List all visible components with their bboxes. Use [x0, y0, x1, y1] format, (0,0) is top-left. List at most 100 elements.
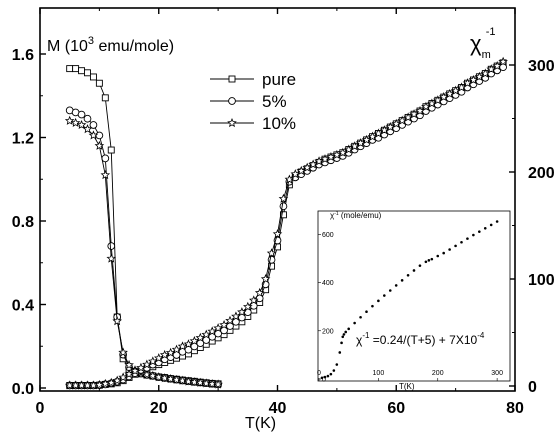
- data-point: [94, 140, 105, 150]
- legend-marker: [228, 75, 236, 83]
- data-point: [308, 159, 318, 169]
- data-point: [314, 156, 324, 166]
- data-point: [367, 131, 378, 141]
- data-point: [284, 174, 295, 184]
- data-point: [165, 373, 176, 384]
- data-point: [296, 165, 307, 176]
- data-point: [492, 61, 502, 71]
- inset-y-tick-label: 0: [322, 377, 326, 384]
- data-point: [83, 114, 92, 123]
- data-point: [385, 122, 396, 132]
- inset-data-point: [365, 310, 368, 314]
- data-point: [207, 378, 217, 389]
- inset-data-point: [424, 260, 428, 264]
- inset-x-title: T(K): [399, 382, 415, 391]
- data-point: [474, 71, 485, 81]
- data-point: [177, 341, 188, 351]
- inset-data-point: [478, 230, 481, 233]
- inset-data-point: [412, 269, 416, 272]
- y-left-tick-label: 0.8: [12, 214, 34, 231]
- x-axis-title: T(K): [245, 415, 276, 432]
- data-point: [106, 253, 117, 263]
- inset-data-point: [335, 363, 339, 366]
- inset-data-point: [427, 259, 431, 262]
- y-left-tick-label: 0.4: [12, 298, 34, 315]
- legend-marker: [228, 97, 236, 105]
- x-tick-label: 60: [387, 400, 405, 417]
- data-point: [343, 144, 354, 154]
- x-tick-label: 40: [269, 400, 287, 417]
- inset-data-point: [377, 299, 380, 303]
- data-point: [290, 169, 301, 179]
- legend-label-10pct: 10%: [262, 114, 296, 133]
- data-point: [195, 377, 206, 387]
- right-axis-title: χm-1: [470, 26, 496, 61]
- data-point: [153, 372, 164, 382]
- data-point: [498, 56, 508, 66]
- data-point: [231, 311, 241, 321]
- data-point: [486, 64, 497, 74]
- inset-data-point: [394, 284, 398, 287]
- data-point: [100, 170, 111, 180]
- inset-data-point: [326, 374, 330, 378]
- data-point: [213, 323, 223, 333]
- inset-points: [320, 220, 499, 380]
- legend-marker-circle: [228, 97, 236, 105]
- inset-data-point: [489, 223, 493, 227]
- data-point: [189, 377, 200, 387]
- inset-data-point: [347, 327, 350, 331]
- inset-data-point: [323, 375, 327, 379]
- data-point: [338, 147, 348, 157]
- inset-data-point: [320, 376, 324, 380]
- x-tick-label: 0: [36, 400, 45, 417]
- data-point: [89, 73, 97, 81]
- inset-chart: 0 100 200 300 0 200 400 600 χ-1 (mole/emu) T(K)…: [317, 210, 511, 391]
- inset-data-point: [436, 254, 440, 258]
- data-point: [373, 128, 384, 138]
- inset-data-point: [406, 273, 410, 277]
- data-point: [165, 347, 176, 357]
- data-point: [391, 118, 402, 128]
- data-point: [409, 109, 419, 119]
- inset-data-point: [371, 304, 374, 308]
- inset-data-point: [332, 369, 336, 372]
- data-point: [77, 110, 86, 119]
- data-point: [421, 101, 431, 111]
- inset-data-point: [341, 335, 345, 339]
- data-point: [207, 326, 217, 336]
- inset-data-point: [495, 220, 499, 223]
- data-point: [112, 375, 122, 385]
- inset-data-point: [388, 289, 392, 292]
- data-point: [480, 68, 491, 78]
- inset-data-point: [430, 257, 434, 261]
- data-point: [118, 372, 128, 382]
- data-point: [183, 339, 194, 349]
- data-point: [201, 329, 212, 339]
- data-point: [397, 115, 407, 125]
- data-point: [148, 356, 158, 366]
- data-point: [66, 65, 74, 73]
- data-point: [124, 360, 134, 370]
- data-point: [136, 362, 146, 372]
- legend-label-pure: pure: [262, 70, 296, 89]
- data-point: [64, 115, 75, 125]
- data-point: [84, 69, 91, 77]
- data-point: [225, 315, 235, 325]
- data-point: [95, 131, 104, 140]
- inset-data-point: [400, 279, 404, 282]
- data-point: [266, 248, 277, 258]
- data-point: [130, 365, 140, 376]
- data-point: [349, 141, 360, 151]
- inset-y-tick-label: 400: [322, 280, 334, 287]
- data-point: [427, 98, 437, 108]
- data-point: [237, 307, 247, 317]
- legend-marker-star: [227, 117, 237, 128]
- legend-marker-square: [228, 75, 236, 83]
- legend-label-5pct: 5%: [262, 92, 287, 111]
- data-point: [118, 347, 128, 357]
- legend: pure 5% 10%: [210, 70, 296, 133]
- data-point: [142, 359, 152, 369]
- inset-y-tick-label: 200: [322, 328, 334, 335]
- data-point: [107, 146, 115, 154]
- legend-marker: [227, 117, 237, 128]
